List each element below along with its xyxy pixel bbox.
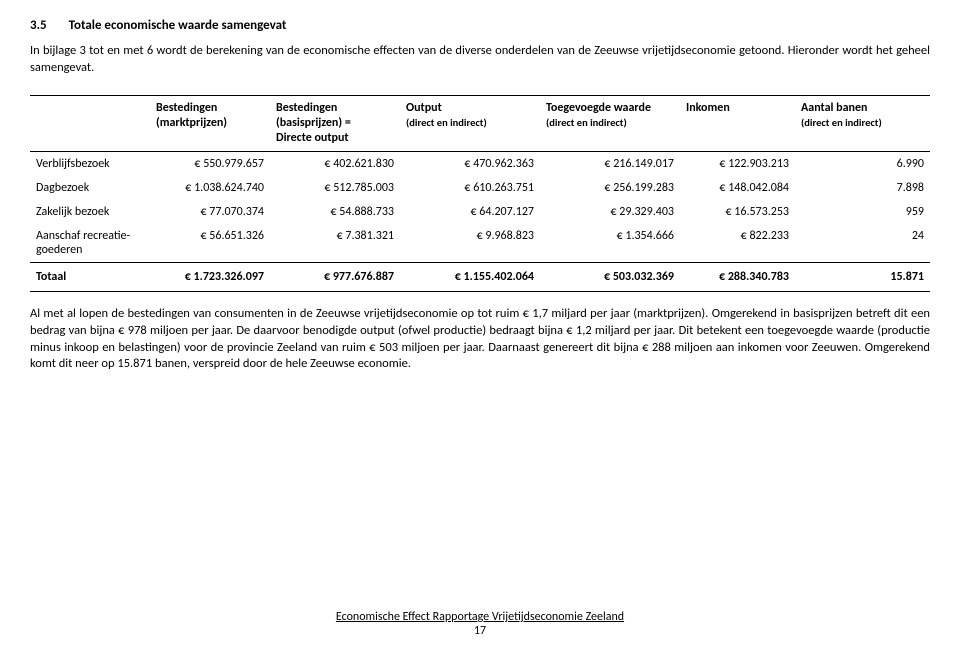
table-row: Dagbezoek € 1.038.624.740 € 512.785.003 … [30, 176, 930, 200]
th-text: Bestedingen (basisprijzen) = [276, 101, 351, 130]
cell: € 822.233 [680, 224, 795, 263]
cell: € 1.723.326.097 [150, 262, 270, 291]
th-text: Output [406, 101, 442, 115]
section-number: 3.5 [30, 18, 47, 33]
cell: € 1.155.402.064 [400, 262, 540, 291]
section-title: Totale economische waarde samengevat [69, 18, 287, 33]
cell: 24 [795, 224, 930, 263]
section-heading: 3.5 Totale economische waarde samengevat [30, 18, 930, 33]
after-paragraph: Al met al lopen de bestedingen van consu… [30, 306, 930, 374]
table-header-row: Bestedingen (marktprijzen) Bestedingen (… [30, 95, 930, 151]
table-totals-row: Totaal € 1.723.326.097 € 977.676.887 € 1… [30, 262, 930, 291]
row-label: Verblijfsbezoek [30, 151, 150, 176]
row-label: Zakelijk bezoek [30, 200, 150, 224]
intro-paragraph: In bijlage 3 tot en met 6 wordt de berek… [30, 43, 930, 77]
row-label: Dagbezoek [30, 176, 150, 200]
th-text: Toegevoegde waarde [546, 101, 651, 115]
row-label: Aanschaf recreatie-goederen [30, 224, 150, 263]
table-row: Zakelijk bezoek € 77.070.374 € 54.888.73… [30, 200, 930, 224]
th-subtext: (direct en indirect) [801, 116, 882, 129]
cell: € 9.968.823 [400, 224, 540, 263]
cell: € 77.070.374 [150, 200, 270, 224]
footer-title: Economische Effect Rapportage Vrijetijds… [336, 610, 624, 624]
cell: € 1.038.624.740 [150, 176, 270, 200]
cell: 7.898 [795, 176, 930, 200]
th-marktprijzen: Bestedingen (marktprijzen) [150, 95, 270, 151]
cell: € 148.042.084 [680, 176, 795, 200]
cell: € 610.263.751 [400, 176, 540, 200]
cell: 6.990 [795, 151, 930, 176]
cell: € 122.903.213 [680, 151, 795, 176]
cell: € 7.381.321 [270, 224, 400, 263]
th-text: Bestedingen (marktprijzen) [156, 101, 227, 130]
th-output: Output (direct en indirect) [400, 95, 540, 151]
cell: € 503.032.369 [540, 262, 680, 291]
table-row: Aanschaf recreatie-goederen € 56.651.326… [30, 224, 930, 263]
th-subtext: (direct en indirect) [406, 116, 487, 129]
cell: € 402.621.830 [270, 151, 400, 176]
th-subtext: (direct en indirect) [546, 116, 627, 129]
cell: € 977.676.887 [270, 262, 400, 291]
totals-label: Totaal [30, 262, 150, 291]
cell: € 512.785.003 [270, 176, 400, 200]
th-banen: Aantal banen (direct en indirect) [795, 95, 930, 151]
table-row: Verblijfsbezoek € 550.979.657 € 402.621.… [30, 151, 930, 176]
page-footer: Economische Effect Rapportage Vrijetijds… [0, 610, 960, 638]
cell: € 56.651.326 [150, 224, 270, 263]
cell: € 216.149.017 [540, 151, 680, 176]
cell: € 54.888.733 [270, 200, 400, 224]
th-text: Directe output [276, 131, 349, 145]
cell: € 64.207.127 [400, 200, 540, 224]
cell: € 470.962.363 [400, 151, 540, 176]
footer-page-number: 17 [474, 624, 486, 638]
th-basisprijzen: Bestedingen (basisprijzen) = Directe out… [270, 95, 400, 151]
cell: € 16.573.253 [680, 200, 795, 224]
cell: € 1.354.666 [540, 224, 680, 263]
th-empty [30, 95, 150, 151]
th-inkomen: Inkomen [680, 95, 795, 151]
cell: 15.871 [795, 262, 930, 291]
cell: 959 [795, 200, 930, 224]
cell: € 29.329.403 [540, 200, 680, 224]
th-text: Aantal banen [801, 101, 867, 115]
th-text: Inkomen [686, 101, 730, 115]
cell: € 256.199.283 [540, 176, 680, 200]
summary-table: Bestedingen (marktprijzen) Bestedingen (… [30, 95, 930, 292]
cell: € 550.979.657 [150, 151, 270, 176]
page: 3.5Totale economische waarde samengevat … [0, 0, 960, 650]
cell: € 288.340.783 [680, 262, 795, 291]
th-toegevoegde: Toegevoegde waarde (direct en indirect) [540, 95, 680, 151]
